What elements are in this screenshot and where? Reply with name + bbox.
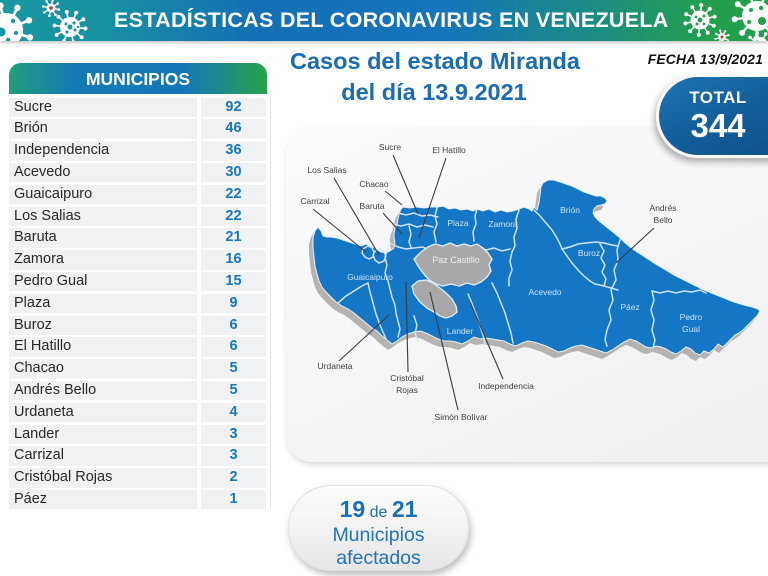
- svg-text:Simón Bolívar: Simón Bolívar: [435, 412, 488, 422]
- svg-text:Gual: Gual: [682, 324, 700, 334]
- svg-text:Sucre: Sucre: [379, 142, 401, 152]
- svg-text:Plaza: Plaza: [447, 218, 469, 228]
- svg-text:Baruta: Baruta: [359, 201, 384, 211]
- svg-text:Acevedo: Acevedo: [528, 287, 561, 297]
- svg-text:Chacao: Chacao: [359, 179, 389, 189]
- svg-text:Guaicaipuro: Guaicaipuro: [347, 272, 393, 282]
- svg-text:Pedro: Pedro: [680, 312, 703, 322]
- svg-text:Rojas: Rojas: [396, 385, 418, 395]
- svg-text:Paz Castillo: Paz Castillo: [432, 255, 480, 265]
- svg-text:Brión: Brión: [560, 205, 580, 215]
- svg-text:El Hatillo: El Hatillo: [432, 145, 466, 155]
- svg-text:Páez: Páez: [620, 302, 639, 312]
- svg-text:Lander: Lander: [447, 326, 474, 336]
- svg-text:Urdaneta: Urdaneta: [318, 361, 353, 371]
- svg-text:Carrizal: Carrizal: [300, 196, 329, 206]
- svg-text:Zamora: Zamora: [488, 219, 518, 229]
- svg-text:Andrés: Andrés: [650, 203, 677, 213]
- svg-text:Independencia: Independencia: [478, 381, 534, 391]
- svg-text:Cristóbal: Cristóbal: [390, 373, 424, 383]
- svg-text:Buroz: Buroz: [578, 248, 600, 258]
- svg-text:Bello: Bello: [654, 215, 673, 225]
- svg-text:Los Salias: Los Salias: [307, 165, 346, 175]
